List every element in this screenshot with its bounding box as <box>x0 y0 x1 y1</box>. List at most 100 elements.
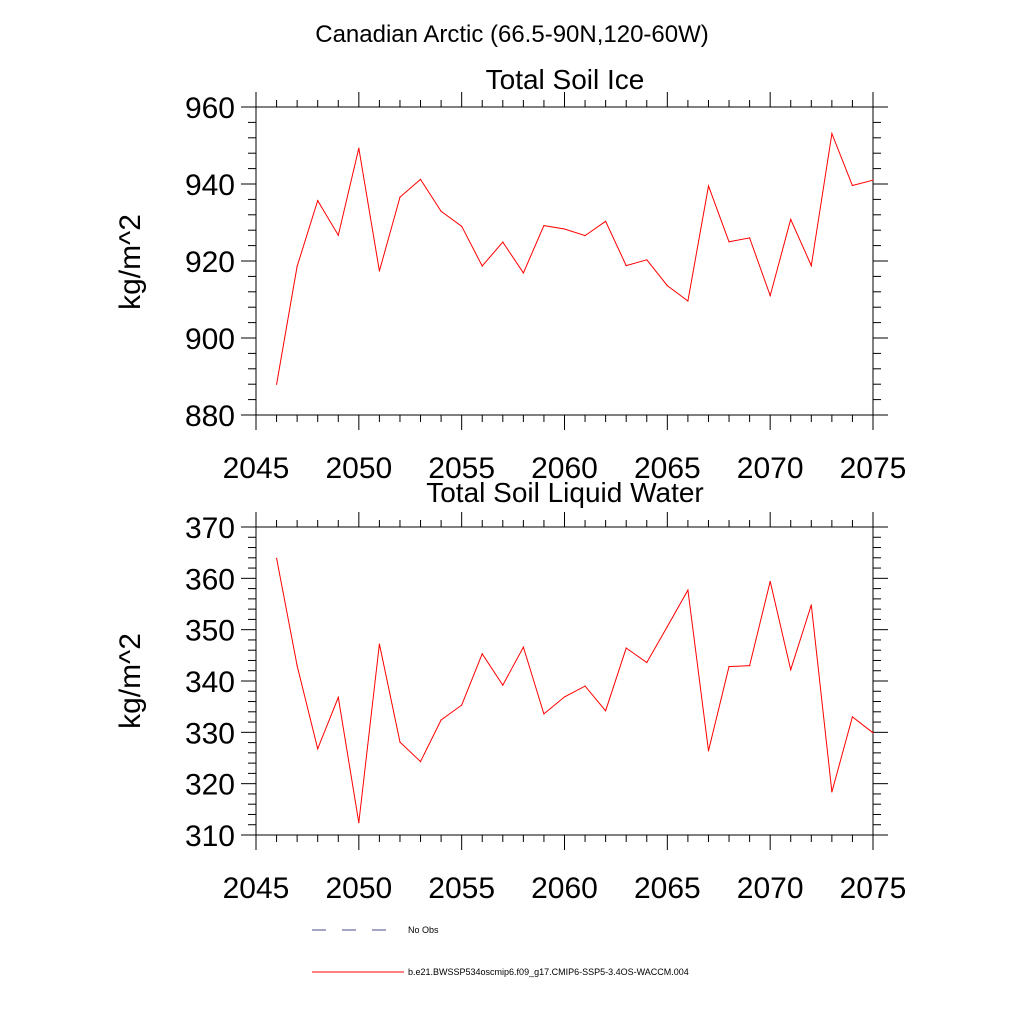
data-point <box>481 653 483 655</box>
data-point <box>399 741 401 743</box>
y-tick-label: 350 <box>185 615 235 648</box>
data-point <box>605 710 607 712</box>
data-point <box>522 272 524 274</box>
x-tick-label: 2065 <box>634 872 701 905</box>
legend-label: No Obs <box>408 925 439 935</box>
y-tick-label: 920 <box>185 246 235 279</box>
x-tick-label: 2055 <box>428 872 495 905</box>
x-tick-label: 2070 <box>737 452 804 485</box>
y-axis-label-wrap: kg/m^2 <box>114 214 147 310</box>
data-point <box>317 199 319 202</box>
y-axis-label-wrap: kg/m^2 <box>114 633 147 729</box>
y-tick-label: 900 <box>185 323 235 356</box>
data-point <box>481 265 483 267</box>
data-point <box>851 716 854 718</box>
data-point <box>687 589 689 591</box>
data-point <box>461 225 463 227</box>
x-tick-label: 2070 <box>737 872 804 905</box>
data-point <box>584 685 586 687</box>
legend: No Obs b.e21.BWSSP534oscmip6.f09_g17.CMI… <box>312 925 689 977</box>
data-point <box>769 580 771 583</box>
plot-frame <box>255 106 874 416</box>
data-point <box>749 665 751 667</box>
data-point <box>584 234 586 237</box>
data-point <box>563 696 566 698</box>
data-point <box>707 185 710 187</box>
x-tick-label: 2060 <box>531 872 598 905</box>
x-tick-label: 2050 <box>325 452 392 485</box>
y-axis-label: kg/m^2 <box>114 214 147 310</box>
data-point <box>707 750 710 752</box>
data-point <box>625 647 627 649</box>
series-line <box>276 131 874 385</box>
data-point <box>440 719 442 721</box>
legend-item-no-obs: No Obs <box>312 925 439 935</box>
data-point <box>358 147 360 149</box>
plot-area: 2045 2050 2055 2060 2065 2070 2075 880 900 920 940… <box>185 92 906 485</box>
data-point <box>687 300 689 302</box>
y-tick-label: 330 <box>185 717 235 750</box>
data-point <box>749 237 751 239</box>
x-tick-label: 2075 <box>840 872 907 905</box>
x-tick-label: 2045 <box>223 452 290 485</box>
panel-title: Total Soil Ice <box>486 64 645 95</box>
figure-title: Canadian Arctic (66.5-90N,120-60W) <box>315 21 709 48</box>
panel-soil-ice: Total Soil Ice kg/m^2 2045 2050 2055 2060 20… <box>114 64 906 485</box>
data-point <box>728 241 730 243</box>
data-point <box>728 666 730 668</box>
data-point <box>337 696 339 699</box>
plot-frame <box>255 526 874 836</box>
data-point <box>769 295 771 297</box>
panel-soil-liquid-water: Total Soil Liquid Water kg/m^2 2045 2050 2… <box>114 477 906 905</box>
data-point <box>810 265 812 267</box>
data-point <box>605 220 607 222</box>
y-tick-label: 360 <box>185 563 235 596</box>
y-tick-label: 370 <box>185 512 235 545</box>
y-axis-label: kg/m^2 <box>114 633 147 729</box>
data-point <box>831 791 833 793</box>
data-point <box>399 196 401 198</box>
series-line <box>276 558 874 823</box>
data-point <box>358 822 360 824</box>
data-point <box>275 383 278 385</box>
x-tick-label: 2065 <box>634 452 701 485</box>
data-point <box>872 179 874 181</box>
data-point <box>666 625 668 628</box>
data-point <box>440 210 442 212</box>
data-point <box>522 646 524 648</box>
data-point <box>625 265 627 267</box>
data-point <box>275 557 278 559</box>
panel-title: Total Soil Liquid Water <box>426 477 704 508</box>
data-point <box>872 732 874 734</box>
y-tick-label: 340 <box>185 666 235 699</box>
data-point <box>666 285 668 287</box>
plot-area: 2045 2050 2055 2060 2065 2070 2075 310 320 330 340… <box>185 512 906 905</box>
data-point <box>790 218 792 221</box>
data-point <box>831 132 833 135</box>
data-point <box>810 604 812 606</box>
data-point <box>646 259 648 261</box>
y-tick-label: 320 <box>185 769 235 802</box>
x-tick-label: 2075 <box>840 452 907 485</box>
x-tick-label: 2045 <box>223 872 290 905</box>
data-point <box>563 228 566 230</box>
data-point <box>317 748 319 750</box>
data-point <box>461 704 463 706</box>
data-point <box>296 665 298 667</box>
x-tick-label: 2060 <box>531 452 598 485</box>
x-tick-label: 2055 <box>428 452 495 485</box>
data-point <box>543 713 545 715</box>
data-point <box>646 661 648 664</box>
data-point <box>296 265 298 267</box>
data-point <box>502 241 504 243</box>
y-tick-label: 960 <box>185 92 235 125</box>
data-point <box>419 178 422 180</box>
y-tick-label: 880 <box>185 400 235 433</box>
y-tick-label: 940 <box>185 169 235 202</box>
data-point <box>378 270 380 272</box>
data-point <box>790 669 792 671</box>
data-point <box>337 234 339 236</box>
data-point <box>378 643 380 645</box>
data-point <box>543 224 545 227</box>
